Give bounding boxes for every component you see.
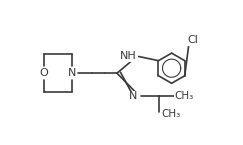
Text: CH₃: CH₃ (161, 109, 181, 119)
Text: N: N (128, 91, 137, 101)
Text: Cl: Cl (187, 35, 198, 45)
Text: CH₃: CH₃ (174, 91, 194, 101)
Text: NH: NH (120, 51, 137, 61)
Text: O: O (39, 68, 48, 78)
Text: N: N (68, 68, 76, 78)
